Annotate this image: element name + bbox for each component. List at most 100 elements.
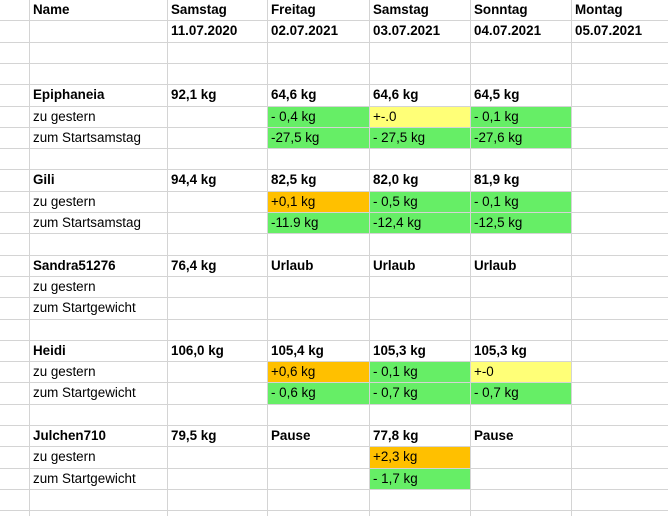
- change-value[interactable]: -27,6 kg: [471, 128, 572, 149]
- empty-cell[interactable]: [572, 234, 668, 256]
- change-value[interactable]: [268, 469, 370, 490]
- weight-value[interactable]: 64,5 kg: [471, 85, 572, 107]
- empty-cell[interactable]: [471, 298, 572, 320]
- empty-cell[interactable]: [572, 298, 668, 320]
- empty-cell[interactable]: [572, 490, 668, 511]
- empty-cell[interactable]: [471, 149, 572, 170]
- empty-cell[interactable]: [268, 511, 370, 516]
- weight-value[interactable]: 105,3 kg: [471, 341, 572, 362]
- change-value[interactable]: [471, 447, 572, 469]
- weight-value[interactable]: 82,5 kg: [268, 170, 370, 192]
- empty-cell[interactable]: [0, 170, 30, 192]
- empty-cell[interactable]: [0, 213, 30, 234]
- empty-cell[interactable]: [168, 298, 268, 320]
- empty-cell[interactable]: [572, 383, 668, 405]
- empty-cell[interactable]: [0, 469, 30, 490]
- empty-cell[interactable]: [30, 149, 168, 170]
- empty-cell[interactable]: [30, 405, 168, 426]
- empty-cell[interactable]: [370, 298, 471, 320]
- empty-cell[interactable]: [572, 405, 668, 426]
- weight-value[interactable]: Pause: [471, 426, 572, 447]
- row-label[interactable]: zu gestern: [30, 277, 168, 298]
- empty-cell[interactable]: [0, 277, 30, 298]
- header-date[interactable]: 04.07.2021: [471, 21, 572, 43]
- empty-cell[interactable]: [471, 320, 572, 341]
- empty-cell[interactable]: [0, 490, 30, 511]
- empty-cell[interactable]: [0, 383, 30, 405]
- empty-cell[interactable]: [168, 362, 268, 383]
- empty-cell[interactable]: [572, 85, 668, 107]
- empty-cell[interactable]: [572, 170, 668, 192]
- empty-cell[interactable]: [572, 256, 668, 277]
- empty-cell[interactable]: [370, 43, 471, 64]
- change-value[interactable]: +0,6 kg: [268, 362, 370, 383]
- row-label[interactable]: zu gestern: [30, 107, 168, 128]
- empty-cell[interactable]: [572, 469, 668, 490]
- row-label[interactable]: zum Startgewicht: [30, 298, 168, 320]
- empty-cell[interactable]: [268, 320, 370, 341]
- empty-cell[interactable]: [30, 511, 168, 516]
- empty-cell[interactable]: [168, 511, 268, 516]
- empty-cell[interactable]: [30, 21, 168, 43]
- empty-cell[interactable]: [168, 192, 268, 213]
- empty-cell[interactable]: [572, 511, 668, 516]
- empty-cell[interactable]: [572, 320, 668, 341]
- empty-cell[interactable]: [0, 128, 30, 149]
- change-value[interactable]: - 1,7 kg: [370, 469, 471, 490]
- change-value[interactable]: - 0,4 kg: [268, 107, 370, 128]
- empty-cell[interactable]: [268, 64, 370, 85]
- empty-cell[interactable]: [168, 447, 268, 469]
- empty-cell[interactable]: [0, 362, 30, 383]
- start-weight[interactable]: 79,5 kg: [168, 426, 268, 447]
- empty-cell[interactable]: [168, 64, 268, 85]
- empty-cell[interactable]: [0, 426, 30, 447]
- empty-cell[interactable]: [572, 43, 668, 64]
- empty-cell[interactable]: [268, 234, 370, 256]
- header-date[interactable]: 02.07.2021: [268, 21, 370, 43]
- empty-cell[interactable]: [471, 511, 572, 516]
- empty-cell[interactable]: [471, 405, 572, 426]
- header-weekday[interactable]: Montag: [572, 0, 668, 21]
- empty-cell[interactable]: [268, 405, 370, 426]
- empty-cell[interactable]: [0, 85, 30, 107]
- empty-cell[interactable]: [0, 192, 30, 213]
- empty-cell[interactable]: [572, 107, 668, 128]
- participant-name[interactable]: Julchen710: [30, 426, 168, 447]
- empty-cell[interactable]: [471, 64, 572, 85]
- row-label[interactable]: zum Startsamstag: [30, 213, 168, 234]
- header-name[interactable]: Name: [30, 0, 168, 21]
- empty-cell[interactable]: [0, 341, 30, 362]
- change-value[interactable]: -12,4 kg: [370, 213, 471, 234]
- empty-cell[interactable]: [572, 277, 668, 298]
- header-date[interactable]: 05.07.2021: [572, 21, 668, 43]
- empty-cell[interactable]: [168, 277, 268, 298]
- empty-cell[interactable]: [572, 341, 668, 362]
- change-value[interactable]: - 0,6 kg: [268, 383, 370, 405]
- empty-cell[interactable]: [268, 43, 370, 64]
- weight-value[interactable]: Pause: [268, 426, 370, 447]
- weight-value[interactable]: 77,8 kg: [370, 426, 471, 447]
- empty-cell[interactable]: [268, 490, 370, 511]
- change-value[interactable]: +-0: [471, 362, 572, 383]
- empty-cell[interactable]: [572, 149, 668, 170]
- empty-cell[interactable]: [0, 447, 30, 469]
- empty-cell[interactable]: [0, 21, 30, 43]
- row-label[interactable]: zum Startgewicht: [30, 469, 168, 490]
- empty-cell[interactable]: [370, 511, 471, 516]
- change-value[interactable]: - 0,7 kg: [370, 383, 471, 405]
- weight-value[interactable]: 64,6 kg: [268, 85, 370, 107]
- empty-cell[interactable]: [168, 320, 268, 341]
- empty-cell[interactable]: [30, 320, 168, 341]
- empty-cell[interactable]: [572, 426, 668, 447]
- participant-name[interactable]: Gili: [30, 170, 168, 192]
- row-label[interactable]: zu gestern: [30, 447, 168, 469]
- change-value[interactable]: - 0,1 kg: [471, 107, 572, 128]
- header-weekday[interactable]: Freitag: [268, 0, 370, 21]
- empty-cell[interactable]: [168, 213, 268, 234]
- change-value[interactable]: - 0,1 kg: [471, 192, 572, 213]
- empty-cell[interactable]: [572, 128, 668, 149]
- empty-cell[interactable]: [0, 298, 30, 320]
- weight-value[interactable]: 105,4 kg: [268, 341, 370, 362]
- weight-value[interactable]: Urlaub: [268, 256, 370, 277]
- empty-cell[interactable]: [168, 490, 268, 511]
